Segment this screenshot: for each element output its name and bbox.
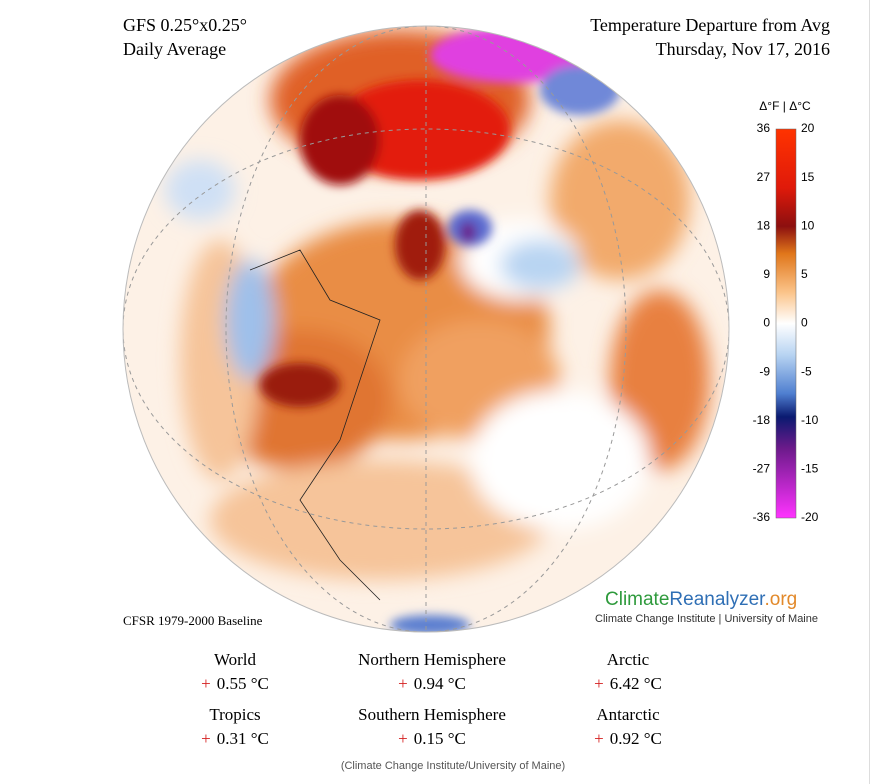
value-text: 6.42 °C bbox=[610, 674, 662, 693]
fahrenheit-tick: 27 bbox=[757, 170, 771, 184]
region-value: +0.15 °C bbox=[398, 729, 466, 748]
region-label: Antarctic bbox=[596, 705, 660, 724]
logo: ClimateReanalyzer.org bbox=[605, 589, 797, 610]
value-sign: + bbox=[398, 674, 408, 693]
celsius-tick: 15 bbox=[801, 170, 815, 184]
legend-title: Δ°F | Δ°C bbox=[759, 99, 811, 113]
fahrenheit-tick: 0 bbox=[763, 316, 770, 330]
frame-edge bbox=[869, 0, 870, 784]
period-label: Daily Average bbox=[123, 39, 226, 59]
fahrenheit-tick: -27 bbox=[753, 462, 771, 476]
value-sign: + bbox=[201, 674, 211, 693]
logo-part: Climate bbox=[605, 589, 669, 610]
map-date: Thursday, Nov 17, 2016 bbox=[656, 39, 830, 59]
logo-part: .org bbox=[764, 589, 797, 610]
value-text: 0.31 °C bbox=[217, 729, 269, 748]
region-label: World bbox=[214, 650, 257, 669]
globe bbox=[123, 26, 729, 632]
region-label: Southern Hemisphere bbox=[358, 705, 506, 724]
fahrenheit-tick: 36 bbox=[757, 121, 771, 135]
colorbar bbox=[775, 128, 797, 519]
value-text: 0.92 °C bbox=[610, 729, 662, 748]
celsius-tick: 0 bbox=[801, 316, 808, 330]
value-sign: + bbox=[201, 729, 211, 748]
value-text: 0.55 °C bbox=[217, 674, 269, 693]
value-sign: + bbox=[594, 729, 604, 748]
region-value: +0.94 °C bbox=[398, 674, 466, 693]
region-label: Northern Hemisphere bbox=[358, 650, 506, 669]
celsius-tick: -20 bbox=[801, 510, 819, 524]
region-value: +6.42 °C bbox=[594, 674, 662, 693]
fahrenheit-tick: 18 bbox=[757, 218, 771, 232]
value-text: 0.15 °C bbox=[414, 729, 466, 748]
model-label: GFS 0.25°x0.25° bbox=[123, 15, 247, 35]
celsius-tick: -5 bbox=[801, 364, 812, 378]
fahrenheit-tick: -9 bbox=[759, 364, 770, 378]
value-sign: + bbox=[398, 729, 408, 748]
fahrenheit-tick: -36 bbox=[753, 510, 771, 524]
celsius-tick: -10 bbox=[801, 413, 819, 427]
fahrenheit-tick: -18 bbox=[753, 413, 771, 427]
celsius-tick: 5 bbox=[801, 267, 808, 281]
celsius-tick: 20 bbox=[801, 121, 815, 135]
value-sign: + bbox=[594, 674, 604, 693]
map-title: Temperature Departure from Avg bbox=[590, 15, 830, 35]
caption: (Climate Change Institute/University of … bbox=[341, 760, 565, 772]
baseline-label: CFSR 1979-2000 Baseline bbox=[123, 613, 263, 628]
region-label: Arctic bbox=[607, 650, 650, 669]
region-value: +0.31 °C bbox=[201, 729, 269, 748]
value-text: 0.94 °C bbox=[414, 674, 466, 693]
logo-part: Reanalyzer bbox=[669, 589, 766, 610]
celsius-tick: -15 bbox=[801, 462, 819, 476]
region-label: Tropics bbox=[209, 705, 260, 724]
fahrenheit-tick: 9 bbox=[763, 267, 770, 281]
region-value: +0.92 °C bbox=[594, 729, 662, 748]
logo-subtitle: Climate Change Institute | University of… bbox=[595, 613, 818, 625]
celsius-tick: 10 bbox=[801, 218, 815, 232]
region-value: +0.55 °C bbox=[201, 674, 269, 693]
